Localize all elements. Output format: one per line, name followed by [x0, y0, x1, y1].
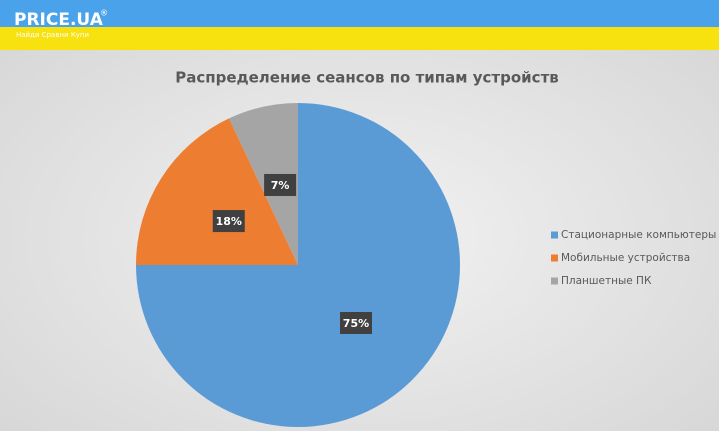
logo-mark: ® — [100, 9, 108, 18]
data-label: 18% — [216, 215, 242, 228]
data-label: 75% — [343, 317, 369, 330]
legend-marker — [551, 231, 558, 239]
data-label: 7% — [271, 179, 290, 192]
chart-title: Распределение сеансов по типам устройств — [175, 69, 559, 87]
legend-label: Мобильные устройства — [561, 252, 690, 264]
tagline: Найди Сравни Купи — [16, 31, 89, 39]
pie-slice — [229, 103, 298, 265]
logo[interactable]: PRICE.UA — [14, 10, 104, 30]
pie-slice — [136, 118, 298, 265]
data-label-box — [264, 173, 297, 196]
banner-top — [0, 0, 719, 27]
legend-marker — [551, 277, 558, 285]
data-label-box — [212, 210, 245, 233]
legend-marker — [551, 254, 558, 262]
legend-label: Стационарные компьютеры — [561, 229, 716, 241]
data-label-box — [339, 311, 372, 334]
legend-label: Планшетные ПК — [561, 275, 652, 287]
banner-bottom — [0, 27, 719, 50]
